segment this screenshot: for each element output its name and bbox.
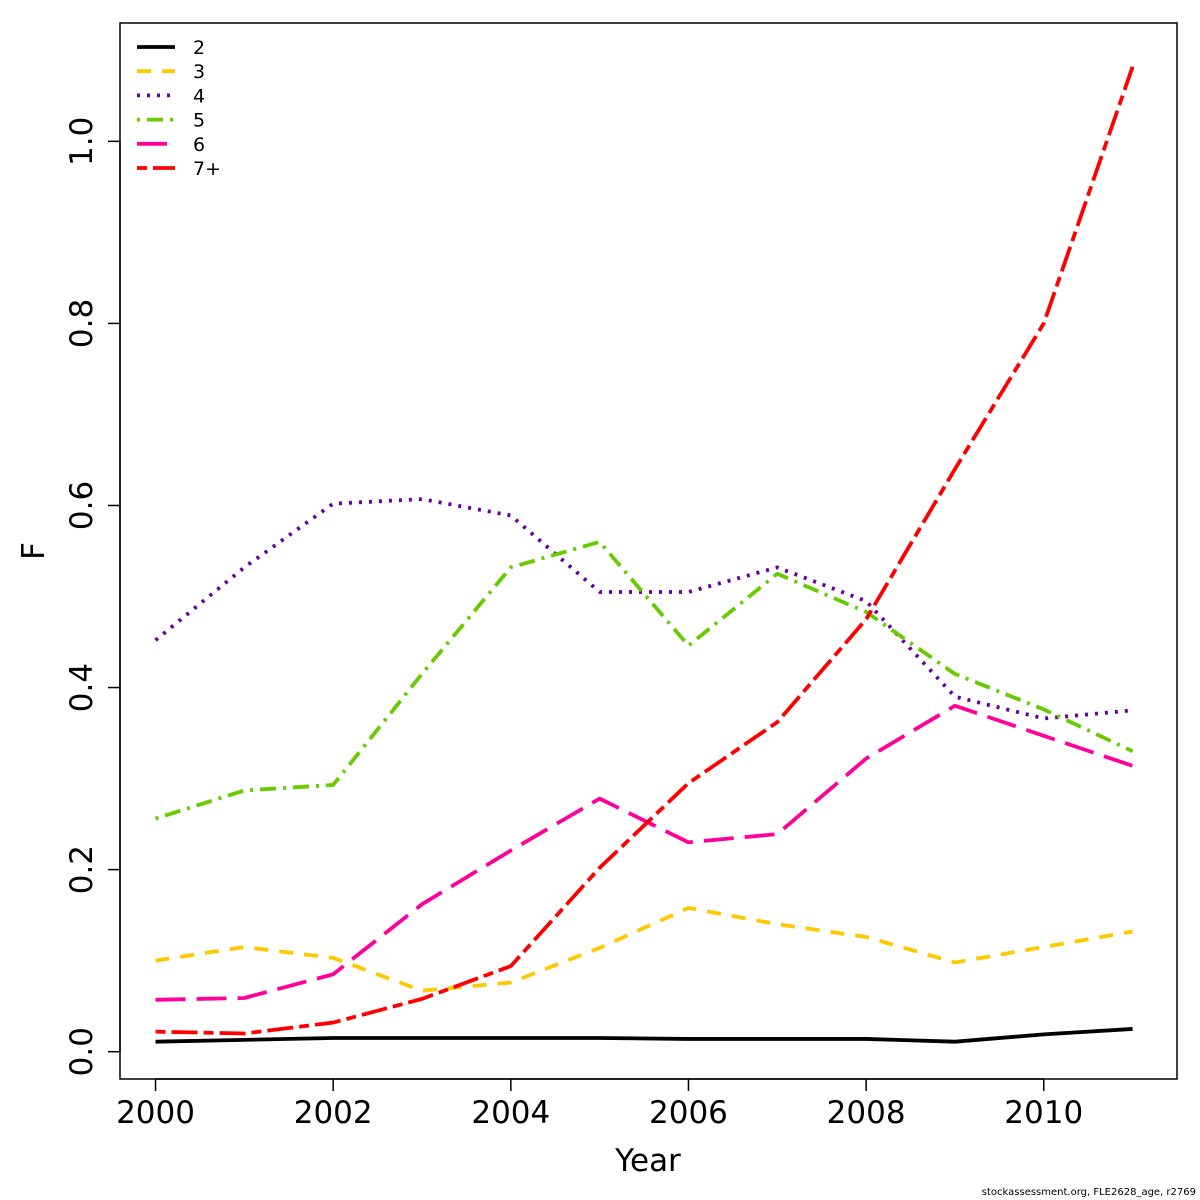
legend-label: 7+	[193, 158, 221, 180]
legend-label: 4	[193, 85, 205, 107]
x-tick-label: 2008	[827, 1095, 906, 1131]
x-axis-title: Year	[614, 1143, 681, 1179]
y-tick-label: 1.0	[64, 117, 100, 166]
x-axis: 2000 2002 2004 2006 2008 2010	[116, 1078, 1083, 1131]
legend: 234 567+	[137, 37, 221, 180]
y-tick-label: 0.0	[64, 1027, 100, 1076]
series-line-5	[154, 539, 1134, 821]
footer-credit: stockassessment.org, FLE2628_age, r2769	[981, 1187, 1196, 1198]
y-tick-label: 0.6	[64, 481, 100, 530]
y-axis: 0.0 0.2 0.4 0.6 0.8 1.0	[64, 117, 121, 1076]
series-line-7plus	[155, 66, 1135, 1036]
y-tick-label: 0.4	[64, 663, 100, 712]
legend-label: 5	[193, 110, 205, 132]
series-line-2	[155, 1027, 1133, 1044]
series-line-4	[154, 497, 1133, 721]
y-axis-title: F	[16, 542, 52, 560]
x-tick-label: 2004	[471, 1095, 550, 1131]
plot-frame	[119, 22, 1178, 1080]
y-tick-label: 0.2	[64, 845, 100, 894]
x-tick-label: 2002	[294, 1095, 373, 1131]
series-line-3	[155, 905, 1133, 993]
legend-label: 2	[193, 37, 205, 59]
legend-label: 3	[193, 61, 205, 83]
y-tick-label: 0.8	[64, 299, 100, 348]
x-tick-label: 2006	[649, 1095, 728, 1131]
x-tick-label: 2010	[1004, 1095, 1083, 1131]
legend-label: 6	[193, 134, 205, 156]
series-layer	[154, 66, 1135, 1044]
series-line-6	[155, 703, 1134, 1002]
x-tick-label: 2000	[116, 1095, 195, 1131]
